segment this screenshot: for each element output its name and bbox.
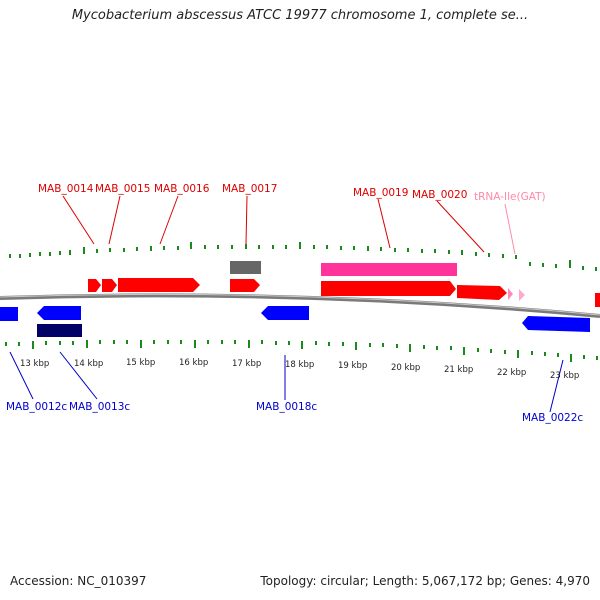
gene-mab-0013c[interactable]: [37, 306, 81, 320]
scale-label: 13 kbp: [20, 359, 49, 369]
gene-mab-0017-gray[interactable]: [230, 261, 261, 274]
gene-mab-0016[interactable]: [118, 278, 200, 292]
genome-title: Mycobacterium abscessus ATCC 19977 chrom…: [71, 8, 529, 23]
scale-label: 20 kbp: [391, 363, 420, 373]
gene-mab-0020[interactable]: [457, 285, 507, 300]
gene-mab-0012c[interactable]: [0, 307, 18, 321]
gene-mab-0019-rrna[interactable]: [321, 263, 457, 276]
gene-mab-0015[interactable]: [102, 279, 117, 292]
label-trna-ile[interactable]: tRNA-Ile(GAT): [474, 191, 546, 203]
gene-mab-0013c-dark[interactable]: [37, 324, 82, 337]
gene-trna-ile-b[interactable]: [519, 289, 525, 301]
gene-mab-0019[interactable]: [321, 281, 456, 296]
scale-label: 23 kbp: [550, 371, 579, 381]
gene-right-edge[interactable]: [595, 293, 600, 307]
scale-labels: 13 kbp 14 kbp 15 kbp 16 kbp 17 kbp 18 kb…: [20, 358, 579, 381]
label-mab-0017[interactable]: MAB_0017: [222, 183, 277, 195]
label-mab-0022c[interactable]: MAB_0022c: [522, 412, 583, 424]
scale-label: 22 kbp: [497, 368, 526, 378]
label-mab-0018c[interactable]: MAB_0018c: [256, 401, 317, 413]
label-mab-0016[interactable]: MAB_0016: [154, 183, 210, 195]
label-mab-0014[interactable]: MAB_0014: [38, 183, 94, 195]
label-mab-0012c[interactable]: MAB_0012c: [6, 401, 67, 413]
label-mab-0013c[interactable]: MAB_0013c: [69, 401, 130, 413]
outer-tick-ring: [9, 242, 597, 271]
top-leader-lines: [62, 195, 485, 253]
scale-label: 17 kbp: [232, 359, 261, 369]
scale-label: 18 kbp: [285, 360, 314, 370]
scale-label: 21 kbp: [444, 365, 473, 375]
gene-mab-0014[interactable]: [88, 279, 101, 292]
gene-mab-0022c[interactable]: [522, 316, 590, 332]
label-mab-0020[interactable]: MAB_0020: [412, 189, 467, 201]
genome-info-text: Topology: circular; Length: 5,067,172 bp…: [260, 574, 590, 588]
scale-label: 14 kbp: [74, 359, 103, 369]
accession-text: Accession: NC_010397: [10, 574, 147, 588]
chromosome-backbone-highlight: [0, 293, 600, 316]
label-mab-0019[interactable]: MAB_0019: [353, 187, 408, 199]
gene-trna-ile-a[interactable]: [508, 288, 513, 300]
bottom-leader-lines: [9, 351, 564, 413]
scale-label: 16 kbp: [179, 358, 208, 368]
chromosome-backbone: [0, 293, 600, 318]
scale-label: 15 kbp: [126, 358, 155, 368]
inner-tick-ring: [5, 340, 598, 362]
gene-mab-0018c[interactable]: [261, 306, 309, 320]
scale-label: 19 kbp: [338, 361, 367, 371]
label-mab-0015[interactable]: MAB_0015: [95, 183, 150, 195]
trna-leader-line: [504, 203, 516, 255]
gene-mab-0017[interactable]: [230, 279, 260, 292]
